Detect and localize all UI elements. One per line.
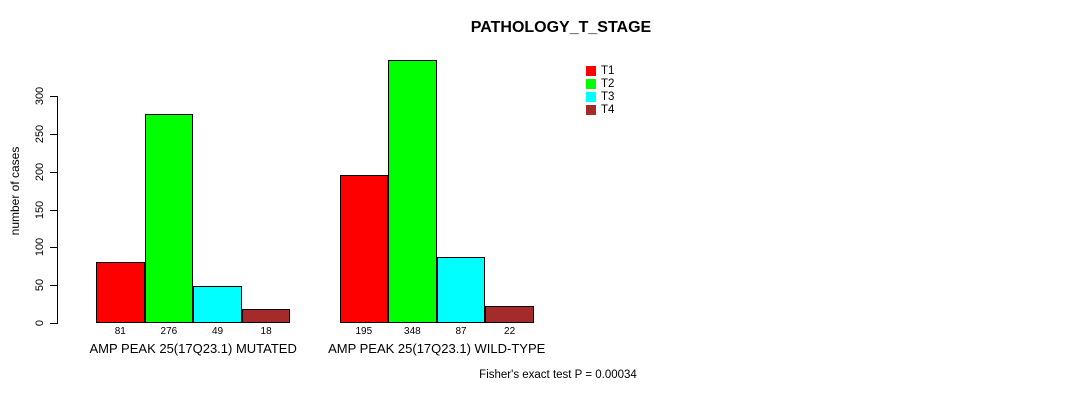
- bar-t2-group2: [388, 59, 437, 323]
- y-axis-tick: [50, 209, 57, 211]
- y-axis-tick: [50, 96, 57, 97]
- bar-t4-group2: [485, 306, 534, 323]
- category-label-group1: AMP PEAK 25(17Q23.1) MUTATED: [89, 341, 297, 356]
- bar-value-label: 276: [160, 326, 178, 337]
- bar-t3-group2: [436, 257, 486, 323]
- y-axis-label: number of cases: [8, 146, 22, 236]
- y-axis-tick-label: 100: [34, 238, 46, 257]
- p-value-annotation: Fisher's exact test P = 0.00034: [479, 369, 637, 381]
- bar-value-label: 22: [504, 326, 516, 337]
- bar-value-label: 87: [455, 326, 467, 337]
- legend-swatch-t1: [586, 66, 596, 76]
- y-axis-tick-label: 50: [34, 279, 46, 292]
- bar-t1-group1: [96, 261, 145, 323]
- y-axis-tick: [50, 285, 57, 287]
- category-label-group2: AMP PEAK 25(17Q23.1) WILD-TYPE: [328, 341, 546, 356]
- y-axis-tick-label: 150: [34, 200, 46, 219]
- legend-label: T4: [601, 104, 615, 116]
- legend-label: T2: [601, 78, 615, 90]
- y-axis-tick: [50, 133, 57, 135]
- y-axis-tick-label: 200: [34, 162, 46, 181]
- legend-swatch-t4: [586, 105, 596, 115]
- y-axis-tick: [50, 171, 57, 173]
- legend-label: T1: [601, 65, 615, 77]
- bar-value-label: 195: [355, 326, 373, 337]
- legend-label: T3: [601, 91, 615, 103]
- legend-swatch-t3: [586, 92, 596, 102]
- y-axis-tick-label: 0: [34, 319, 46, 327]
- bar-t3-group1: [193, 285, 242, 323]
- legend-item-t1: T1: [586, 65, 615, 77]
- y-axis-tick: [50, 323, 57, 324]
- bar-value-label: 49: [211, 326, 224, 337]
- bar-t1-group2: [339, 175, 389, 323]
- bar-t4-group1: [241, 309, 291, 323]
- y-axis-tick-label: 250: [34, 124, 46, 144]
- y-axis-tick: [50, 247, 57, 249]
- legend-item-t2: T2: [586, 78, 615, 90]
- legend-item-t3: T3: [586, 91, 615, 103]
- bar-value-label: 81: [114, 326, 126, 337]
- y-axis-tick-label: 300: [34, 86, 46, 106]
- chart-title: PATHOLOGY_T_STAGE: [470, 19, 652, 36]
- legend-item-t4: T4: [586, 104, 615, 116]
- bar-value-label: 348: [404, 326, 421, 337]
- bar-t2-group1: [144, 114, 194, 323]
- bar-value-label: 18: [260, 326, 272, 337]
- legend-swatch-t2: [586, 79, 596, 89]
- legend: T1 T2 T3 T4: [586, 65, 615, 116]
- y-axis-line: [57, 96, 58, 324]
